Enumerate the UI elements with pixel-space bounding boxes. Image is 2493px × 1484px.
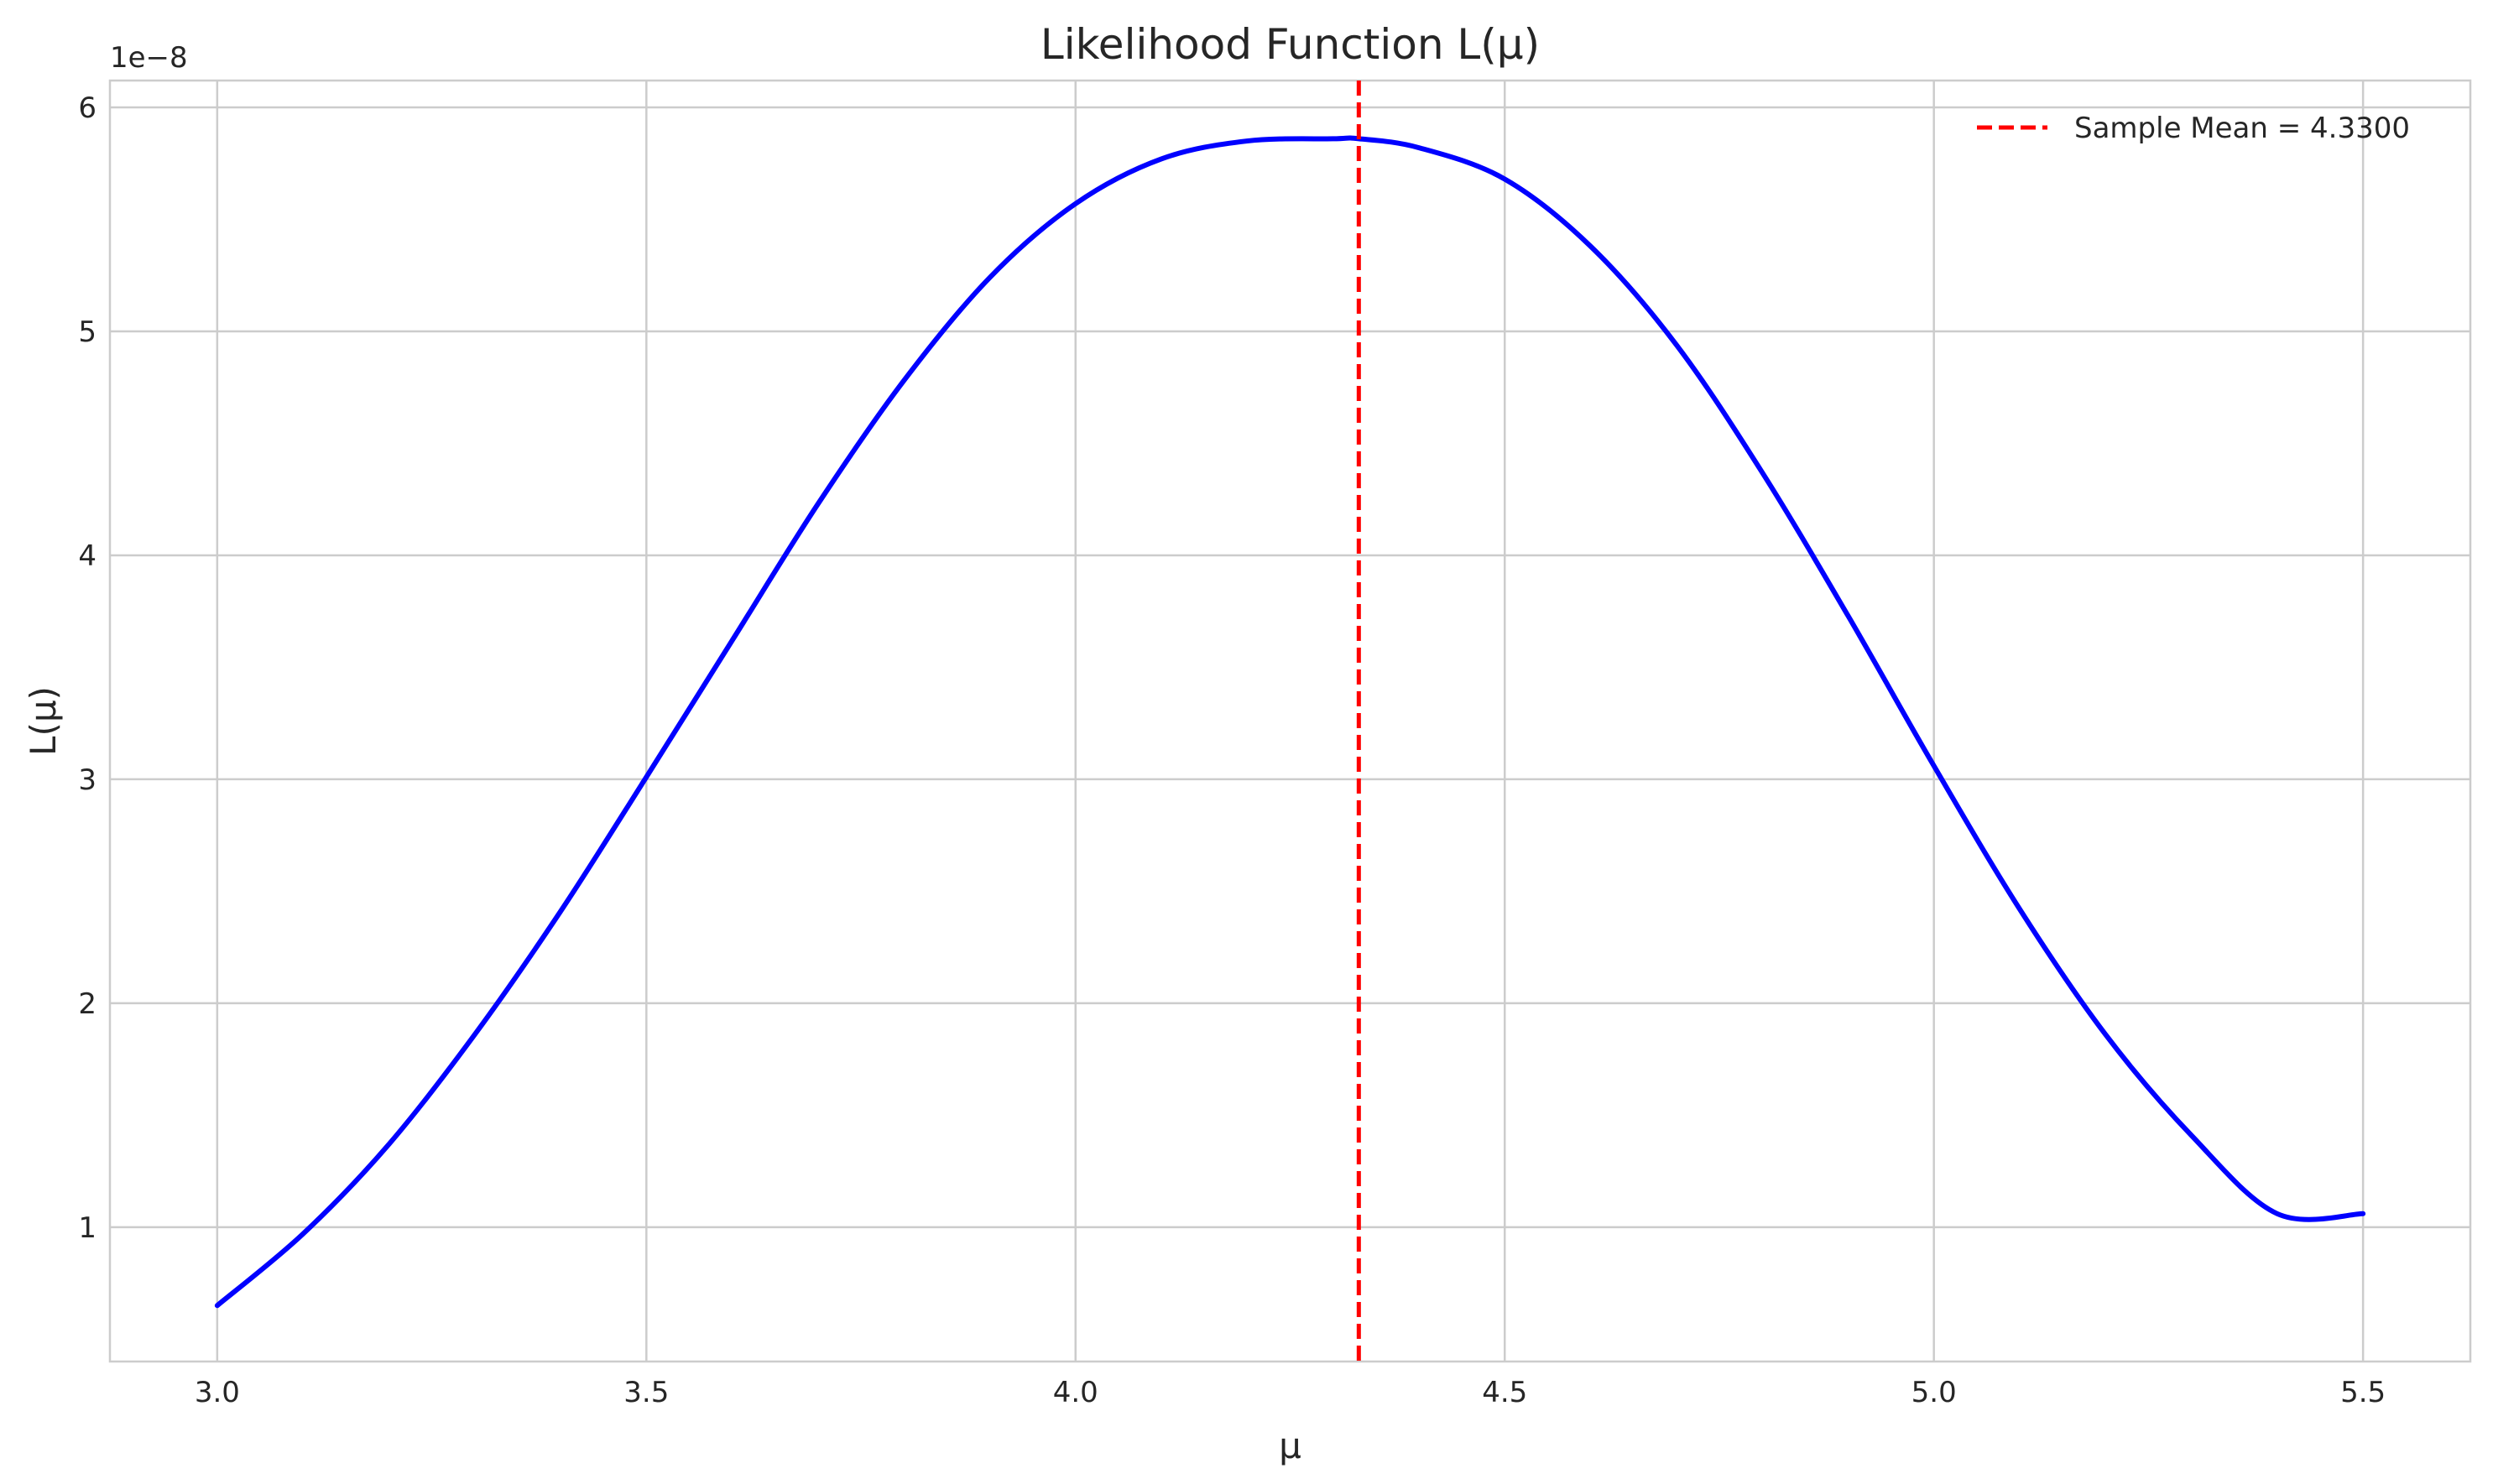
- y-offset-label: 1e−8: [110, 41, 188, 75]
- x-tick-label: 5.0: [1911, 1376, 1957, 1409]
- likelihood-curve: [214, 135, 2366, 1309]
- y-tick-label: 4: [78, 539, 96, 573]
- y-tick-label: 3: [78, 763, 96, 797]
- y-axis-label: L(μ): [23, 686, 64, 756]
- y-tick-label: 2: [78, 987, 96, 1021]
- x-axis-label: μ: [1279, 1425, 1301, 1466]
- x-tick-labels: 3.0 3.5 4.0 4.5 5.0 5.5: [195, 1376, 2386, 1409]
- x-tick-label: 3.0: [195, 1376, 240, 1409]
- legend: Sample Mean = 4.3300: [1977, 112, 2410, 145]
- grid: [110, 81, 2470, 1362]
- series-layer: [214, 135, 2366, 1309]
- legend-label-sample-mean: Sample Mean = 4.3300: [2074, 112, 2410, 145]
- y-tick-label: 6: [78, 91, 96, 125]
- x-tick-label: 4.5: [1482, 1376, 1527, 1409]
- y-tick-label: 5: [78, 315, 96, 349]
- plot-frame: [108, 79, 2472, 1363]
- x-tick-label: 3.5: [623, 1376, 669, 1409]
- y-tick-labels: 1 2 3 4 5 6: [78, 91, 96, 1245]
- x-tick-label: 4.0: [1053, 1376, 1098, 1409]
- y-tick-label: 1: [78, 1211, 96, 1245]
- chart-title: Likelihood Function L(μ): [1040, 20, 1540, 69]
- x-tick-label: 5.5: [2340, 1376, 2386, 1409]
